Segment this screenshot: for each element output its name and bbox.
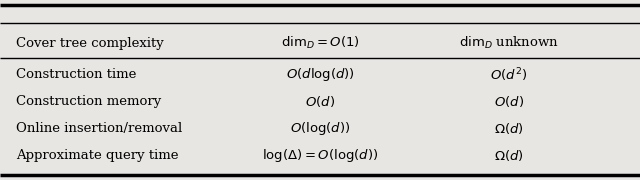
Text: Online insertion/removal: Online insertion/removal <box>16 122 182 135</box>
Text: $\mathrm{dim}_D = O(1)$: $\mathrm{dim}_D = O(1)$ <box>280 35 360 51</box>
Text: $O(d)$: $O(d)$ <box>494 94 524 109</box>
Text: $\log(\Delta) = O(\log(d))$: $\log(\Delta) = O(\log(d))$ <box>262 147 378 164</box>
Text: Construction memory: Construction memory <box>16 95 161 108</box>
Text: $\Omega(d)$: $\Omega(d)$ <box>494 121 524 136</box>
Text: $O(d^2)$: $O(d^2)$ <box>490 66 527 84</box>
Text: $O(\log(d))$: $O(\log(d))$ <box>290 120 350 137</box>
Text: Approximate query time: Approximate query time <box>16 149 179 162</box>
Text: Cover tree complexity: Cover tree complexity <box>16 37 164 50</box>
Text: $O(d\log(d))$: $O(d\log(d))$ <box>285 66 355 83</box>
Text: $O(d)$: $O(d)$ <box>305 94 335 109</box>
Text: $\Omega(d)$: $\Omega(d)$ <box>494 148 524 163</box>
Text: Construction time: Construction time <box>16 68 136 81</box>
Text: $\mathrm{dim}_D$ unknown: $\mathrm{dim}_D$ unknown <box>459 35 559 51</box>
